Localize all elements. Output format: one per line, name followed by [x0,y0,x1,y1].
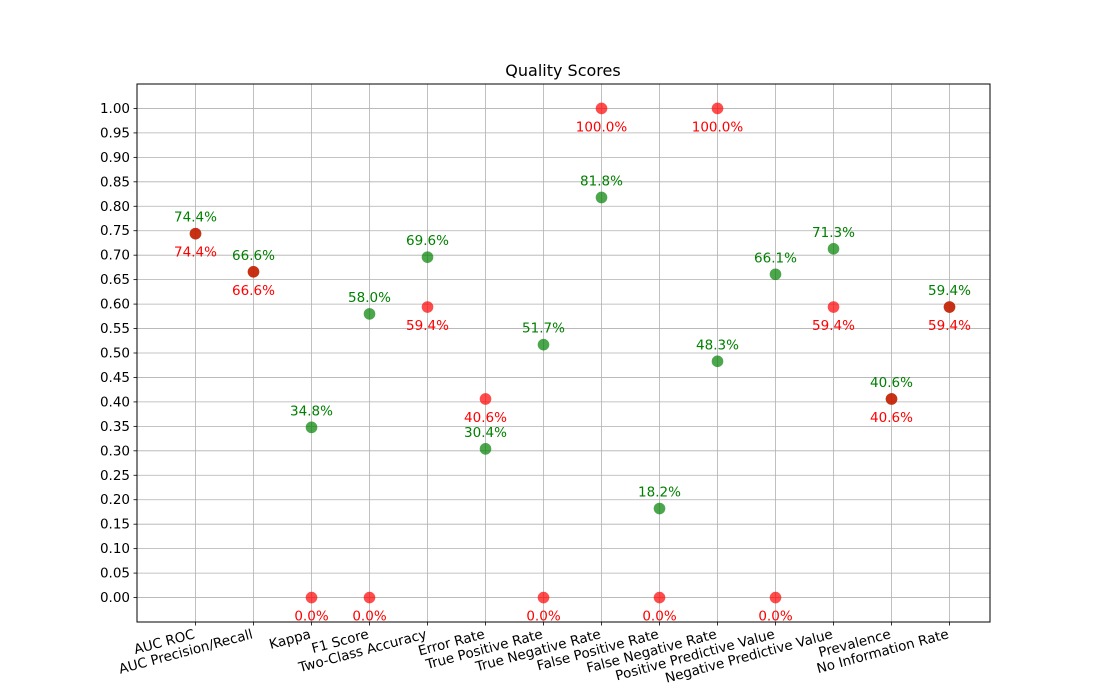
y-tick-label: 0.55 [100,321,130,337]
y-tick-label: 0.85 [100,174,130,190]
y-tick-label: 0.10 [100,541,130,557]
green-point [595,191,608,204]
red-point [769,591,782,604]
red-data-label: 66.6% [232,283,275,299]
green-point [537,338,550,351]
red-data-label: 0.0% [294,609,328,625]
red-data-label: 100.0% [576,119,628,135]
red-data-label: 40.6% [870,410,913,426]
green-point [711,355,724,368]
y-tick-label: 0.70 [100,248,130,264]
red-data-label: 40.6% [464,410,507,426]
y-tick-label: 0.40 [100,394,130,410]
y-tick-label: 0.25 [100,468,130,484]
red-point [537,591,550,604]
red-point [943,301,956,313]
red-point [305,591,318,604]
green-data-label: 59.4% [928,283,971,299]
y-tick-label: 0.80 [100,199,130,215]
red-point [595,102,608,115]
red-point [653,591,666,604]
data-points [189,102,956,604]
green-data-label: 18.2% [638,485,681,501]
red-data-label: 59.4% [406,318,449,334]
y-tick-label: 0.75 [100,223,130,239]
y-tick-label: 0.60 [100,297,130,313]
green-point [479,443,492,455]
red-data-label: 0.0% [642,609,676,625]
red-data-label: 59.4% [812,318,855,334]
green-point [769,268,782,281]
green-data-label: 69.6% [406,233,449,249]
data-labels: 74.4% 66.6% 34.8% 58.0% 69.6% 30.4% 51.7% 81.8%… [174,119,971,624]
green-data-label: 66.6% [232,248,275,264]
y-tick-label: 0.05 [100,566,130,582]
green-data-label: 81.8% [580,173,623,189]
red-point [479,393,492,405]
red-point [363,591,376,604]
red-point [189,227,202,240]
red-data-label: 0.0% [352,609,386,625]
red-point [711,102,724,115]
y-tick-label: 0.90 [100,150,130,166]
red-point [827,301,840,313]
green-data-label: 40.6% [870,375,913,391]
green-point [827,243,840,255]
red-data-label: 59.4% [928,318,971,334]
green-point [421,251,434,263]
red-data-label: 100.0% [692,119,744,135]
green-data-label: 71.3% [812,225,855,241]
green-data-label: 74.4% [174,210,217,226]
y-tick-label: 0.00 [100,590,130,606]
y-tick-label: 0.35 [100,419,130,435]
red-point [421,301,434,313]
green-data-label: 48.3% [696,337,739,353]
y-tick-label: 0.50 [100,346,130,362]
green-point [653,502,666,515]
plot-frame [136,83,991,623]
y-tick-label: 0.95 [100,125,130,141]
grid [137,84,990,622]
green-data-label: 51.7% [522,321,565,337]
green-data-label: 66.1% [754,250,797,266]
green-data-label: 30.4% [464,425,507,441]
y-tick-label: 0.65 [100,272,130,288]
y-axis-ticks: 0.00 0.05 0.10 0.15 0.20 0.25 0.30 0.35 0.40 0.45… [100,101,137,606]
green-point [363,308,376,320]
red-point [247,266,260,278]
x-tick-label: Kappa [268,626,313,652]
y-tick-label: 0.30 [100,443,130,459]
red-point [885,393,898,405]
green-data-label: 58.0% [348,290,391,306]
y-tick-label: 1.00 [100,101,130,117]
y-tick-label: 0.20 [100,492,130,508]
chart-title: Quality Scores [505,61,620,80]
green-data-label: 34.8% [290,403,333,419]
red-data-label: 74.4% [174,245,217,261]
green-point [305,421,318,434]
red-data-label: 0.0% [526,609,560,625]
y-tick-label: 0.15 [100,517,130,533]
y-tick-label: 0.45 [100,370,130,386]
red-data-label: 0.0% [758,609,792,625]
